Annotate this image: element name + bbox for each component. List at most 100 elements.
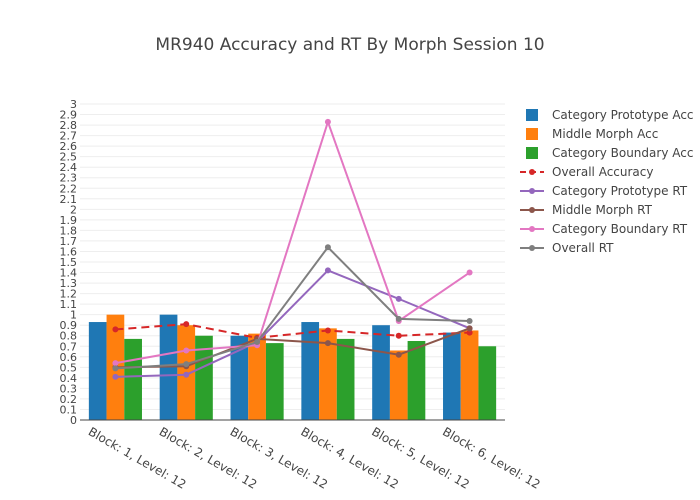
series-point xyxy=(395,351,402,358)
bar xyxy=(319,328,337,420)
bar xyxy=(248,333,266,420)
bar xyxy=(301,322,320,420)
legend-swatch xyxy=(526,147,538,159)
series-point xyxy=(395,332,402,339)
bars xyxy=(88,314,497,420)
series-point xyxy=(112,326,119,333)
series-point xyxy=(324,327,331,334)
bar xyxy=(443,332,461,420)
bar xyxy=(336,338,355,420)
y-tick-label: 2.4 xyxy=(60,161,78,174)
y-tick-label: 1.5 xyxy=(60,256,78,269)
legend-swatch xyxy=(526,128,538,140)
series-point xyxy=(466,317,473,324)
legend-item[interactable]: Category Boundary RT xyxy=(520,222,688,236)
y-tick-label: 2.2 xyxy=(60,182,78,195)
y-tick-label: 1.6 xyxy=(60,245,78,258)
bar xyxy=(460,330,479,420)
series-line xyxy=(115,269,470,378)
legend-marker xyxy=(529,188,535,194)
y-tick-label: 1.9 xyxy=(60,214,78,227)
bar xyxy=(372,325,390,420)
y-tick-label: 2.8 xyxy=(60,119,78,132)
series-point xyxy=(324,118,331,125)
y-axis-ticks: 00.10.20.30.40.50.60.70.80.911.11.21.31.… xyxy=(60,98,78,427)
bar xyxy=(407,341,426,420)
y-tick-label: 0.5 xyxy=(60,361,78,374)
bar xyxy=(265,343,284,420)
series-point xyxy=(183,371,190,378)
series-point xyxy=(183,361,190,368)
y-tick-label: 1.1 xyxy=(60,298,78,311)
y-tick-label: 2 xyxy=(70,203,77,216)
legend-item[interactable]: Category Prototype Acc xyxy=(526,108,694,122)
y-tick-label: 1.3 xyxy=(60,277,78,290)
y-tick-label: 0.7 xyxy=(60,340,78,353)
legend-label: Middle Morph RT xyxy=(552,203,653,217)
y-tick-label: 0.2 xyxy=(60,393,78,406)
y-tick-label: 0.9 xyxy=(60,319,78,332)
y-tick-label: 1 xyxy=(70,309,77,322)
series-point xyxy=(324,267,331,274)
bar xyxy=(88,322,107,420)
legend-label: Category Prototype RT xyxy=(552,184,688,198)
series-point xyxy=(466,269,473,276)
series-point xyxy=(324,340,331,347)
series-line xyxy=(115,118,471,365)
legend-label: Middle Morph Acc xyxy=(552,127,658,141)
legend-label: Overall RT xyxy=(552,241,614,255)
y-tick-label: 2.7 xyxy=(60,130,78,143)
y-tick-label: 2.1 xyxy=(60,193,78,206)
y-tick-label: 1.2 xyxy=(60,288,78,301)
series-point xyxy=(112,373,119,380)
legend-label: Overall Accuracy xyxy=(552,165,653,179)
y-tick-label: 0 xyxy=(70,414,77,427)
legend[interactable]: Category Prototype Acc Middle Morph Acc Ca… xyxy=(520,108,694,255)
legend-marker xyxy=(529,245,535,251)
y-tick-label: 2.6 xyxy=(60,140,78,153)
series-point xyxy=(395,295,402,302)
bar xyxy=(230,335,249,420)
legend-item[interactable]: Category Boundary Acc xyxy=(526,146,693,160)
y-tick-label: 1.7 xyxy=(60,235,78,248)
legend-item[interactable]: Middle Morph RT xyxy=(520,203,653,217)
series-line xyxy=(115,323,470,339)
y-tick-label: 2.3 xyxy=(60,172,78,185)
chart-title: MR940 Accuracy and RT By Morph Session 1… xyxy=(155,35,544,55)
series-point xyxy=(324,244,331,251)
legend-item[interactable]: Middle Morph Acc xyxy=(526,127,658,141)
legend-item[interactable]: Overall RT xyxy=(520,241,614,255)
lines xyxy=(112,118,473,380)
series-line xyxy=(115,327,470,369)
legend-marker xyxy=(529,207,535,213)
legend-marker xyxy=(529,169,535,175)
legend-item[interactable]: Overall Accuracy xyxy=(520,165,653,179)
series-point xyxy=(254,339,261,346)
legend-label: Category Boundary RT xyxy=(552,222,688,236)
bar xyxy=(478,346,497,420)
series-line xyxy=(115,245,470,370)
y-tick-label: 1.4 xyxy=(60,267,78,280)
series-point xyxy=(466,329,473,336)
y-tick-label: 0.8 xyxy=(60,330,78,343)
bar xyxy=(124,338,142,420)
gridlines xyxy=(80,103,505,410)
series-point xyxy=(112,360,119,367)
legend-label: Category Boundary Acc xyxy=(552,146,693,160)
legend-swatch xyxy=(526,109,538,121)
y-tick-label: 2.5 xyxy=(60,151,78,164)
y-tick-label: 0.1 xyxy=(60,403,78,416)
bar xyxy=(389,350,408,420)
y-tick-label: 2.9 xyxy=(60,109,78,122)
series-point xyxy=(112,365,119,372)
legend-marker xyxy=(529,226,535,232)
legend-item[interactable]: Category Prototype RT xyxy=(520,184,688,198)
series-point xyxy=(395,315,402,322)
y-tick-label: 0.4 xyxy=(60,372,78,385)
y-tick-label: 1.8 xyxy=(60,224,78,237)
series-point xyxy=(183,321,190,328)
y-tick-label: 0.6 xyxy=(60,351,78,364)
legend-label: Category Prototype Acc xyxy=(552,108,694,122)
